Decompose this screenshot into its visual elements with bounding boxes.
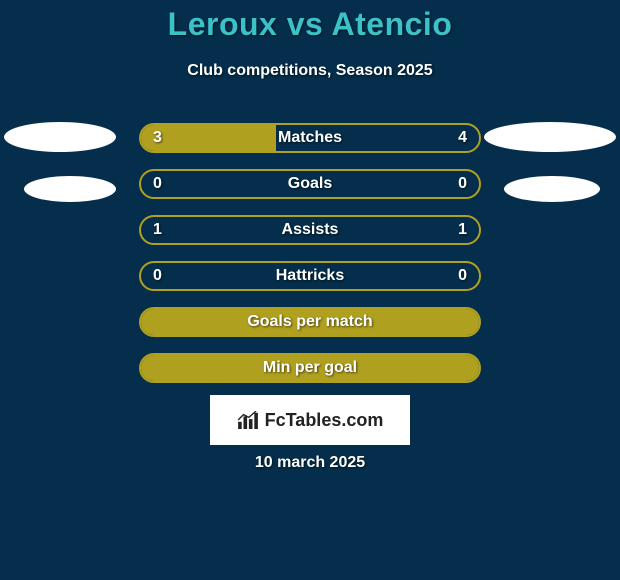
stat-value-right: 0 [458,175,467,193]
decorative-ellipse [24,176,116,202]
bar-chart-icon [237,411,259,429]
branding-badge: FcTables.com [210,395,410,445]
stat-row: Goals0 0 [139,169,481,199]
stat-value-right: 1 [458,221,467,239]
stat-row: Hattricks0 0 [139,261,481,291]
stat-row: Matches3 4 [139,123,481,153]
stat-value-left: 1 [153,221,162,239]
stat-label: Min per goal [141,359,479,377]
decorative-ellipse [4,122,116,152]
comparison-infographic: Leroux vs Atencio Club competitions, Sea… [0,0,620,580]
stat-row: Min per goal [139,353,481,383]
stat-row: Assists1 1 [139,215,481,245]
stat-row: Goals per match [139,307,481,337]
subtitle: Club competitions, Season 2025 [0,62,620,80]
stat-value-left: 0 [153,267,162,285]
stat-value-left: 3 [153,129,162,147]
stat-label: Assists [141,221,479,239]
page-title: Leroux vs Atencio [0,6,620,43]
decorative-ellipse [484,122,616,152]
stat-value-right: 0 [458,267,467,285]
stat-label: Goals per match [141,313,479,331]
branding-text: FcTables.com [265,410,384,431]
date-text: 10 march 2025 [0,454,620,472]
stat-label: Matches [141,129,479,147]
stat-value-left: 0 [153,175,162,193]
decorative-ellipse [504,176,600,202]
stat-value-right: 4 [458,129,467,147]
stat-label: Goals [141,175,479,193]
stat-label: Hattricks [141,267,479,285]
